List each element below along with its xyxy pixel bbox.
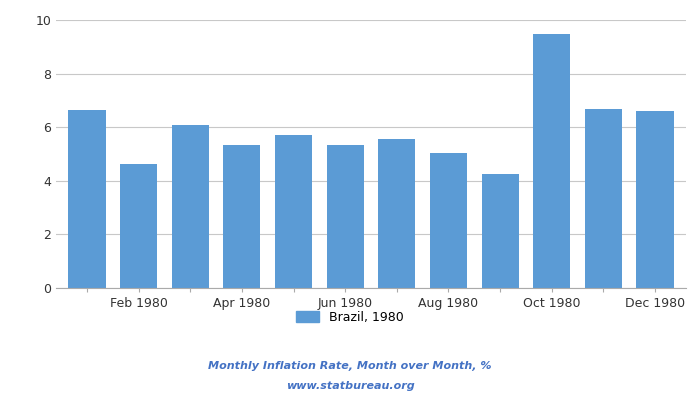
Legend: Brazil, 1980: Brazil, 1980 <box>296 311 404 324</box>
Bar <box>327 146 364 288</box>
Bar <box>636 110 673 288</box>
Bar <box>275 135 312 288</box>
Bar <box>69 110 106 288</box>
Bar <box>533 34 570 288</box>
Bar <box>120 164 158 288</box>
Text: www.statbureau.org: www.statbureau.org <box>286 381 414 391</box>
Bar <box>172 125 209 288</box>
Text: Monthly Inflation Rate, Month over Month, %: Monthly Inflation Rate, Month over Month… <box>209 361 491 371</box>
Bar <box>482 174 519 288</box>
Bar <box>223 146 260 288</box>
Bar <box>584 109 622 288</box>
Bar <box>378 139 415 288</box>
Bar <box>430 154 467 288</box>
